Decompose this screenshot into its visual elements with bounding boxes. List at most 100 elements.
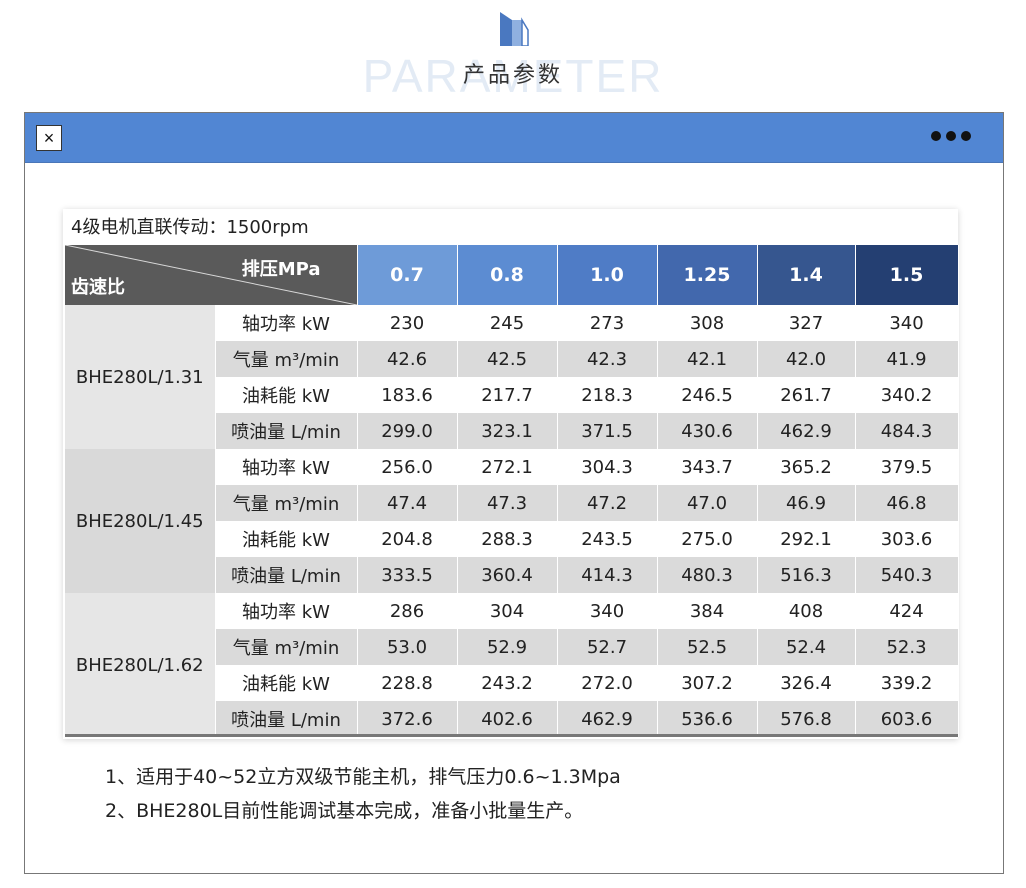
table-row: BHE280L/1.62 轴功率 kW 286 304 340 384 408 424 <box>65 593 959 737</box>
value-cell: 246.5 <box>657 377 758 413</box>
value-cell: 256.0 <box>357 449 458 485</box>
value-cell: 484.3 <box>855 413 959 449</box>
value-cell: 272.0 <box>557 665 658 701</box>
value-cell: 360.4 <box>457 557 558 593</box>
value-cell: 343.7 <box>657 449 758 485</box>
value-cell: 303.6 <box>855 521 959 557</box>
metric-cell: 气量 m³/min <box>215 341 358 377</box>
value-cell: 47.3 <box>457 485 558 521</box>
value-cell: 292.1 <box>757 521 856 557</box>
value-cell: 379.5 <box>855 449 959 485</box>
value-cell: 299.0 <box>357 413 458 449</box>
parameter-table: 排压MPa 齿速比 0.7 0.8 1.0 1.25 1.4 1.5 BHE280L/1.… <box>65 245 959 737</box>
table-row: 气量 m³/min 53.0 52.9 52.7 52.5 52.4 52.3 <box>65 629 959 665</box>
value-cell: 53.0 <box>357 629 458 665</box>
model-cell: BHE280L/1.31 <box>65 305 216 449</box>
value-cell: 47.4 <box>357 485 458 521</box>
metric-cell: 油耗能 kW <box>215 377 358 413</box>
window-title-bar: × <box>25 113 1003 163</box>
value-cell: 340 <box>557 593 658 629</box>
value-cell: 576.8 <box>757 701 856 737</box>
model-cell: BHE280L/1.62 <box>65 593 216 737</box>
pressure-axis-label: 排压MPa <box>241 259 321 280</box>
content-window: × 4级电机直联传动：1500rpm 排压MPa <box>24 112 1004 874</box>
value-cell: 52.9 <box>457 629 558 665</box>
table-row: 喷油量 L/min 299.0 323.1 371.5 430.6 462.9 484.3 <box>65 413 959 449</box>
value-cell: 462.9 <box>557 701 658 737</box>
table-row: BHE280L/1.31 轴功率 kW 230 245 273 308 327 340 <box>65 305 959 449</box>
metric-cell: 气量 m³/min <box>215 485 358 521</box>
value-cell: 41.9 <box>855 341 959 377</box>
pressure-column-header: 1.25 <box>657 245 758 305</box>
value-cell: 204.8 <box>357 521 458 557</box>
value-cell: 218.3 <box>557 377 658 413</box>
table-corner-header: 排压MPa 齿速比 <box>65 245 358 305</box>
value-cell: 540.3 <box>855 557 959 593</box>
metric-cell: 油耗能 kW <box>215 665 358 701</box>
value-cell: 230 <box>357 305 458 341</box>
value-cell: 384 <box>657 593 758 629</box>
table-row: BHE280L/1.45 轴功率 kW 256.0 272.1 304.3 343.7 36… <box>65 449 959 593</box>
table-body: BHE280L/1.31 轴功率 kW 230 245 273 308 327 340 气量 m… <box>65 305 959 737</box>
table-row: 油耗能 kW 204.8 288.3 243.5 275.0 292.1 303.6 <box>65 521 959 557</box>
value-cell: 365.2 <box>757 449 856 485</box>
value-cell: 52.4 <box>757 629 856 665</box>
metric-cell: 油耗能 kW <box>215 521 358 557</box>
pressure-column-header: 0.8 <box>457 245 558 305</box>
page-title: 产品参数 <box>462 63 563 88</box>
value-cell: 408 <box>757 593 856 629</box>
more-dot-icon <box>946 131 956 141</box>
value-cell: 183.6 <box>357 377 458 413</box>
value-cell: 516.3 <box>757 557 856 593</box>
value-cell: 46.8 <box>855 485 959 521</box>
value-cell: 304 <box>457 593 558 629</box>
close-button[interactable]: × <box>36 125 62 151</box>
value-cell: 42.3 <box>557 341 658 377</box>
pressure-column-header: 1.4 <box>757 245 856 305</box>
table-row: 气量 m³/min 42.6 42.5 42.3 42.1 42.0 41.9 <box>65 341 959 377</box>
table-row: 油耗能 kW 228.8 243.2 272.0 307.2 326.4 339.2 <box>65 665 959 701</box>
value-cell: 402.6 <box>457 701 558 737</box>
table-row: 油耗能 kW 183.6 217.7 218.3 246.5 261.7 340.2 <box>65 377 959 413</box>
value-cell: 603.6 <box>855 701 959 737</box>
value-cell: 424 <box>855 593 959 629</box>
value-cell: 261.7 <box>757 377 856 413</box>
value-cell: 273 <box>557 305 658 341</box>
value-cell: 52.7 <box>557 629 658 665</box>
value-cell: 42.5 <box>457 341 558 377</box>
pressure-column-header: 1.0 <box>557 245 658 305</box>
note-line-2: 2、BHE280L目前性能调试基本完成，准备小批量生产。 <box>105 800 584 822</box>
metric-cell: 气量 m³/min <box>215 629 358 665</box>
value-cell: 243.2 <box>457 665 558 701</box>
model-cell: BHE280L/1.45 <box>65 449 216 593</box>
metric-cell: 轴功率 kW <box>215 449 358 485</box>
value-cell: 333.5 <box>357 557 458 593</box>
more-options-button[interactable] <box>931 131 971 141</box>
diagonal-divider <box>65 245 357 305</box>
value-cell: 480.3 <box>657 557 758 593</box>
table-row: 喷油量 L/min 333.5 360.4 414.3 480.3 516.3 540.3 <box>65 557 959 593</box>
parameter-table-card: 4级电机直联传动：1500rpm 排压MPa 齿速比 0.7 0.8 1.0 1.25… <box>63 209 959 739</box>
value-cell: 52.3 <box>855 629 959 665</box>
metric-cell: 轴功率 kW <box>215 305 358 341</box>
more-dot-icon <box>961 131 971 141</box>
value-cell: 42.6 <box>357 341 458 377</box>
pressure-column-header: 1.5 <box>855 245 959 305</box>
metric-cell: 喷油量 L/min <box>215 701 358 737</box>
value-cell: 243.5 <box>557 521 658 557</box>
value-cell: 372.6 <box>357 701 458 737</box>
table-row: 喷油量 L/min 372.6 402.6 462.9 536.6 576.8 603.6 <box>65 701 959 737</box>
value-cell: 272.1 <box>457 449 558 485</box>
more-dot-icon <box>931 131 941 141</box>
value-cell: 245 <box>457 305 558 341</box>
value-cell: 42.0 <box>757 341 856 377</box>
value-cell: 286 <box>357 593 458 629</box>
value-cell: 47.2 <box>557 485 658 521</box>
table-header-row: 排压MPa 齿速比 0.7 0.8 1.0 1.25 1.4 1.5 <box>65 245 959 305</box>
ratio-axis-label: 齿速比 <box>71 277 125 298</box>
value-cell: 52.5 <box>657 629 758 665</box>
value-cell: 340.2 <box>855 377 959 413</box>
table-heading: 4级电机直联传动：1500rpm <box>71 217 309 238</box>
metric-cell: 轴功率 kW <box>215 593 358 629</box>
value-cell: 414.3 <box>557 557 658 593</box>
